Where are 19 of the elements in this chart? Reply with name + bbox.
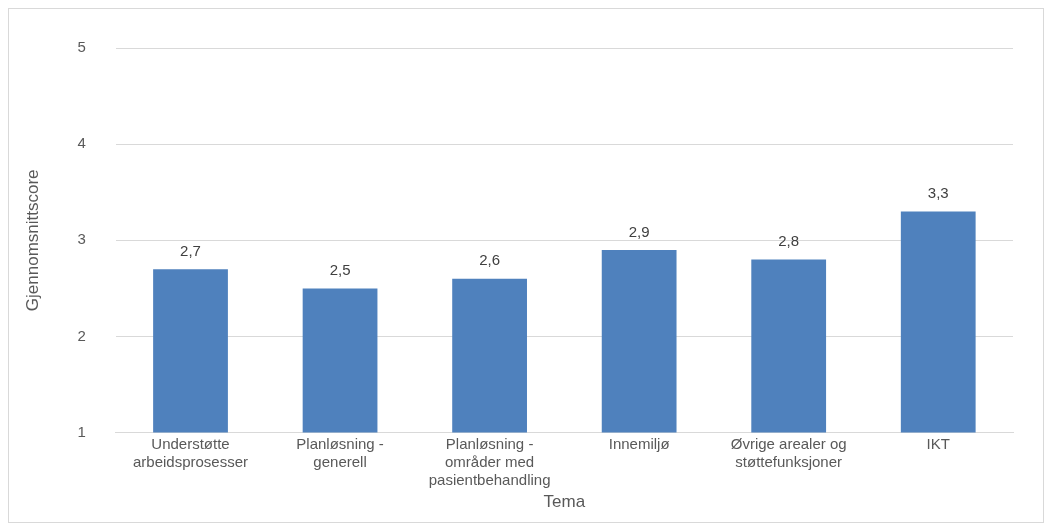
x-tick-label: IKT [926, 434, 950, 452]
data-label: 3,3 [927, 184, 949, 202]
x-tick-label: Understøtte arbeidsprosesser [132, 434, 249, 470]
x-tick-label: Planløsning - områder med pasientbehandling [428, 434, 551, 488]
data-label: 2,5 [329, 261, 351, 279]
data-label: 2,9 [628, 222, 650, 240]
x-axis-title: Tema [543, 492, 586, 512]
y-tick-label: 1 [77, 422, 86, 440]
y-tick-label: 3 [77, 230, 86, 248]
y-tick-label: 5 [77, 38, 86, 56]
y-tick-label: 2 [77, 326, 86, 344]
x-tick-label: Planløsning - generell [296, 434, 384, 470]
x-tick-label: Øvrige arealer og støttefunksjoner [730, 434, 847, 470]
y-tick-label: 4 [77, 134, 86, 152]
data-label: 2,6 [479, 251, 501, 269]
data-label: 2,8 [778, 232, 800, 250]
x-tick-label: Innemiljø [608, 434, 670, 452]
data-label: 2,7 [180, 241, 201, 259]
y-axis-title: Gjennomsnittscore [22, 169, 42, 312]
